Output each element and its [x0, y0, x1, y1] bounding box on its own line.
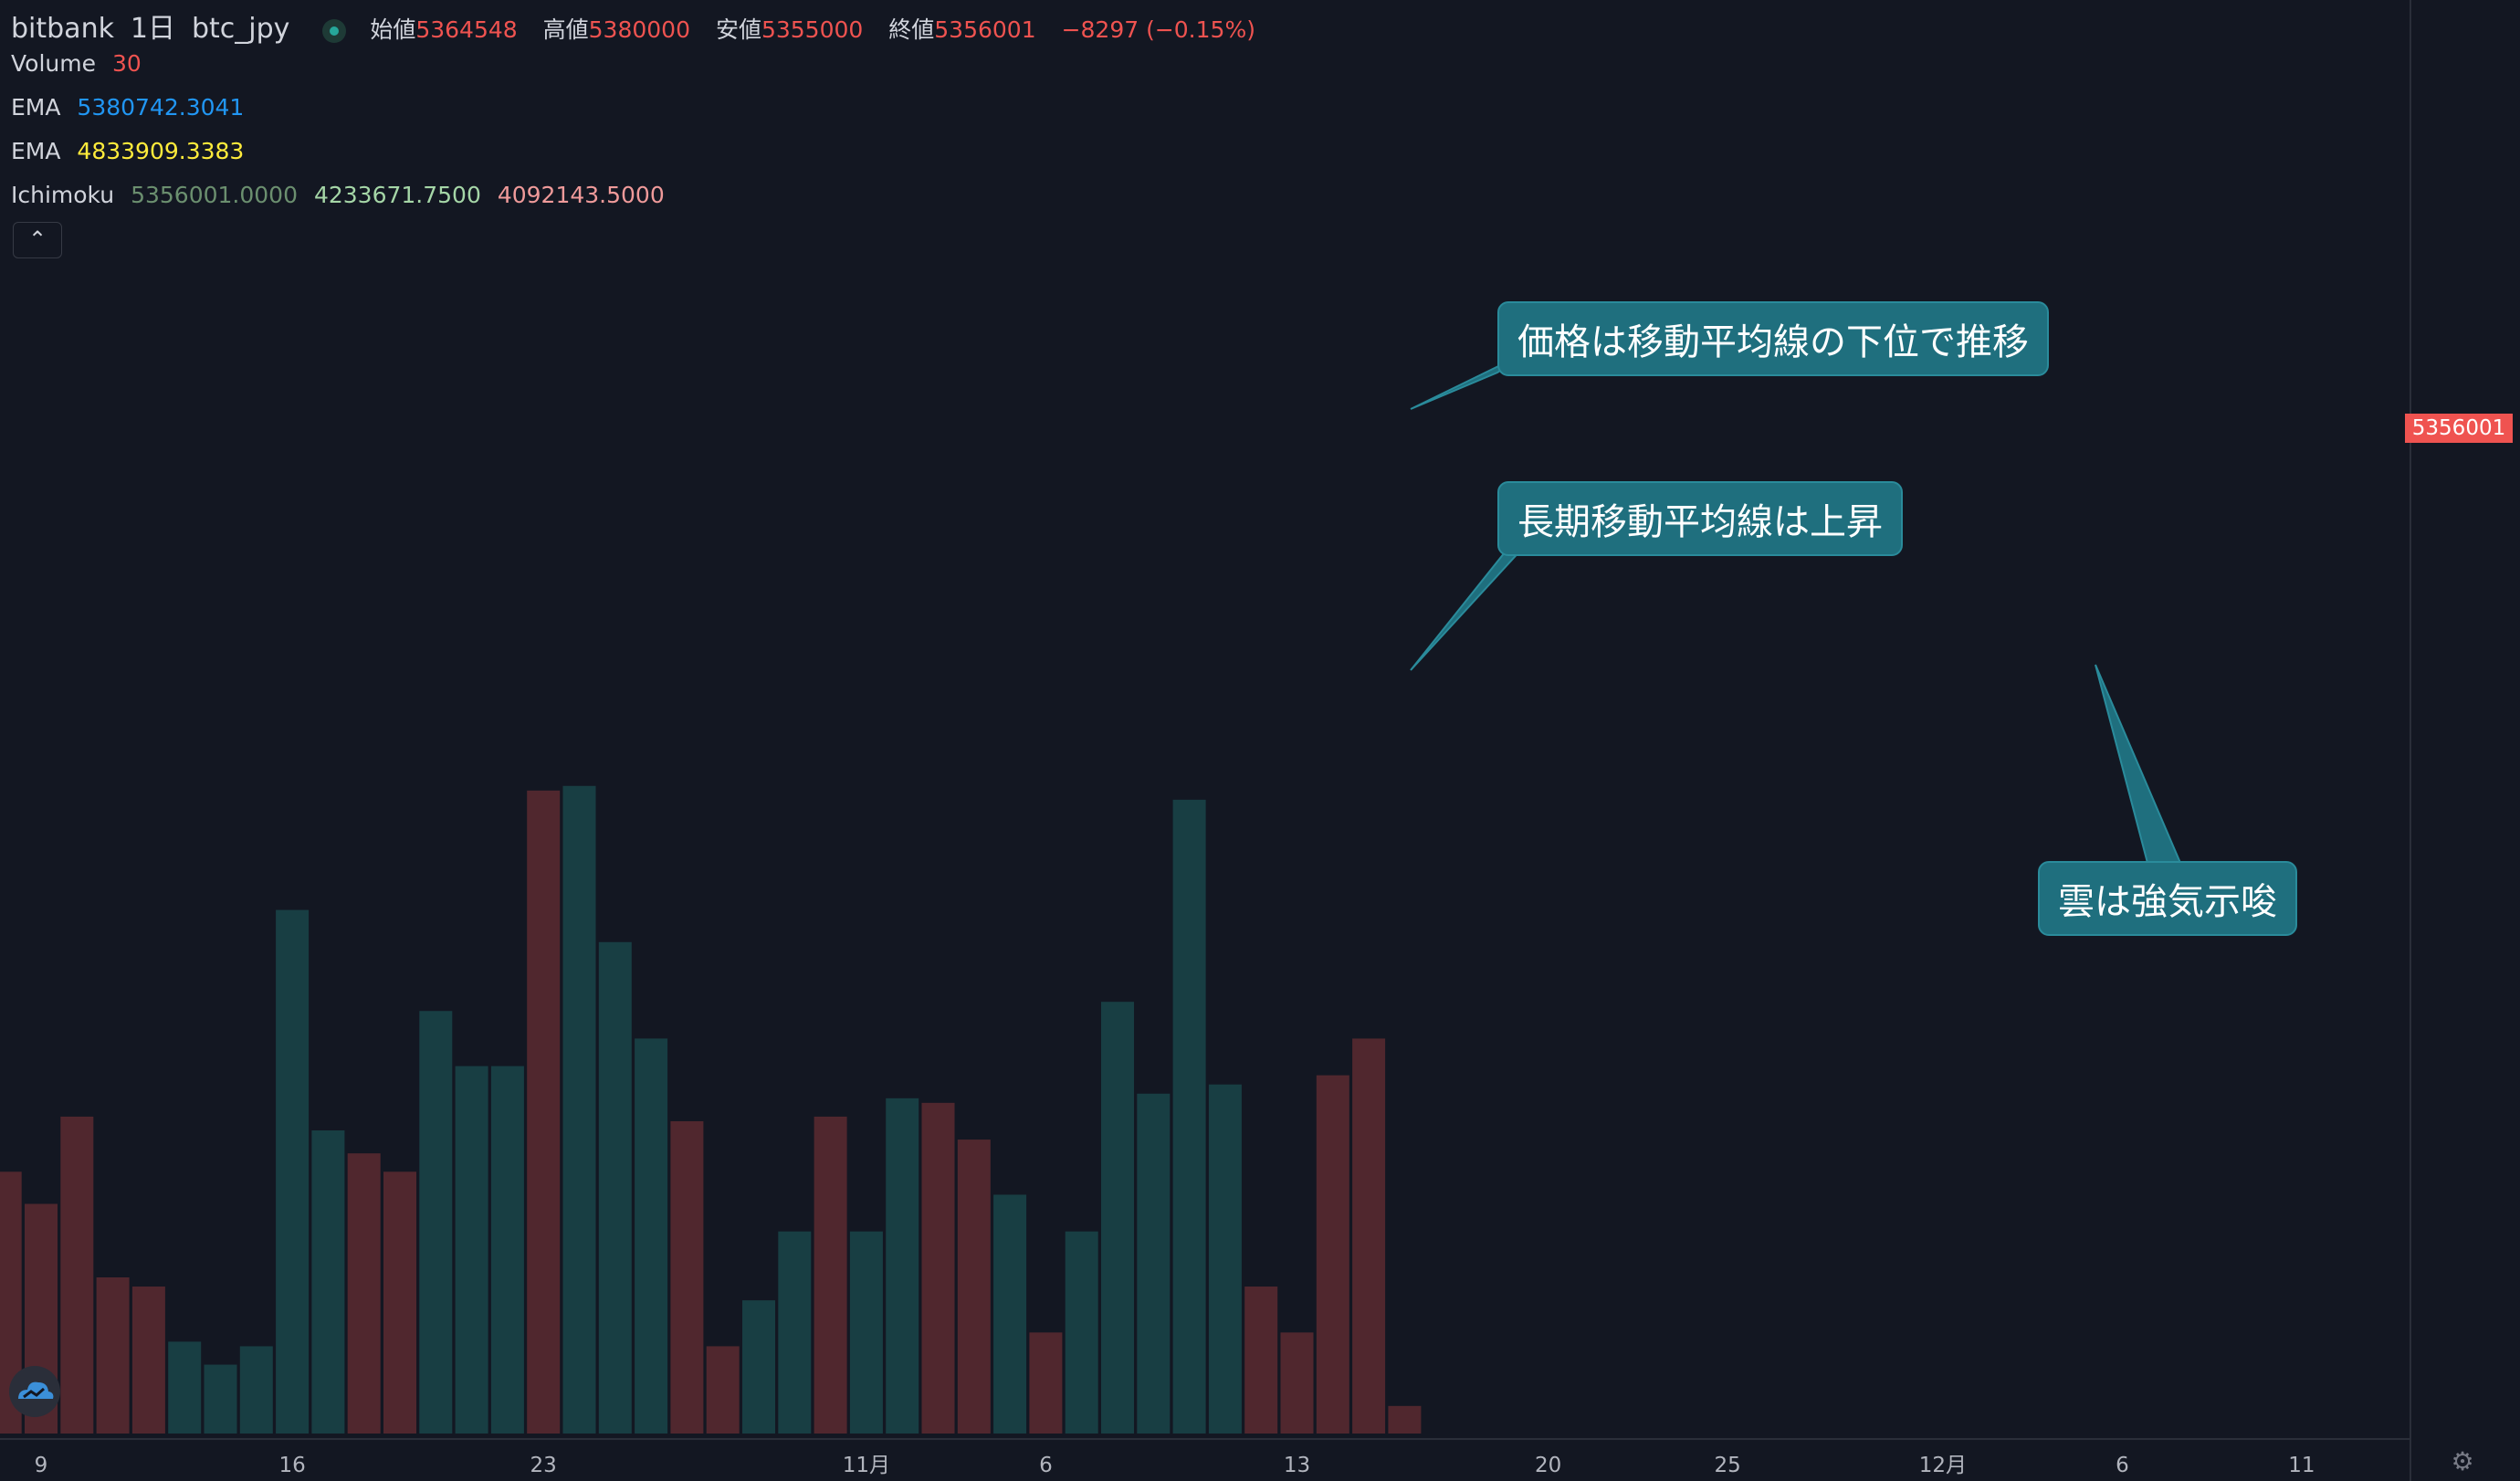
annotation-text: 価格は移動平均線の下位で推移 — [1517, 321, 2029, 363]
exchange-label: bitbank — [11, 13, 114, 45]
volume-bar — [886, 1098, 919, 1434]
volume-bar — [1137, 1093, 1171, 1434]
time-tick-label: 13 — [1284, 1454, 1310, 1477]
low-value: 5355000 — [761, 16, 864, 43]
ema-fast-legend[interactable]: EMA 5380742.3041 — [11, 94, 253, 121]
time-tick-label: 12月 — [1919, 1454, 1967, 1477]
annotation-text: 雲は強気示唆 — [2058, 881, 2277, 923]
volume-bar — [1101, 1002, 1134, 1434]
volume-bar — [742, 1300, 775, 1434]
volume-bar — [921, 1102, 955, 1434]
volume-bar — [1388, 1405, 1422, 1434]
volume-bar — [347, 1153, 381, 1434]
volume-bar — [635, 1038, 668, 1434]
volume-bar — [957, 1140, 991, 1434]
current-price-tag: 5356001 — [2405, 414, 2513, 443]
volume-legend[interactable]: Volume 30 — [11, 50, 151, 77]
close-value: 5356001 — [934, 16, 1036, 43]
current-price-label: 5356001 — [2411, 416, 2506, 440]
ichimoku-value-2: 4233671.7500 — [313, 182, 481, 208]
volume-bar — [1065, 1231, 1098, 1434]
volume-bar — [993, 1194, 1027, 1434]
symbol-legend: bitbank 1日 btc_jpy 始値5364548 高値5380000 安… — [11, 5, 1265, 46]
ema-slow-value: 4833909.3383 — [77, 138, 245, 164]
volume-bar — [60, 1116, 94, 1434]
open-label: 始値 — [370, 16, 416, 43]
volume-bar — [419, 1011, 453, 1434]
time-tick-label: 20 — [1535, 1454, 1561, 1477]
volume-bar — [1244, 1287, 1278, 1434]
ema-fast-label: EMA — [11, 94, 61, 121]
volume-bar — [276, 909, 310, 1434]
time-tick-label: 11月 — [843, 1454, 890, 1477]
volume-bar — [598, 941, 632, 1434]
ichimoku-legend[interactable]: Ichimoku 5356001.0000 4233671.7500 40921… — [11, 182, 674, 208]
ema-fast-value: 5380742.3041 — [77, 94, 245, 121]
volume-bar — [1352, 1038, 1386, 1434]
time-tick-label: 16 — [278, 1454, 305, 1477]
volume-bar — [1316, 1075, 1349, 1434]
change-value: −8297 (−0.15%) — [1061, 16, 1255, 43]
time-tick-label: 11 — [2288, 1454, 2315, 1477]
volume-label: Volume — [11, 50, 96, 77]
volume-bar — [1280, 1332, 1314, 1434]
chevron-up-icon: ⌃ — [27, 226, 47, 252]
market-status-icon — [322, 19, 347, 43]
volume-bar — [311, 1130, 345, 1434]
cloud-logo-icon[interactable] — [9, 1366, 60, 1417]
low-label: 安値 — [715, 16, 761, 43]
volume-bar — [168, 1341, 202, 1434]
time-tick-label: 25 — [1714, 1454, 1740, 1477]
collapse-legend-button[interactable]: ⌃ — [13, 222, 62, 258]
time-tick-label: 6 — [2116, 1454, 2129, 1477]
ema-slow-label: EMA — [11, 138, 61, 164]
symbol-label: btc_jpy — [191, 13, 290, 45]
time-tick-label: 23 — [530, 1454, 557, 1477]
volume-bar — [204, 1364, 237, 1434]
ichimoku-value-3: 4092143.5000 — [497, 182, 665, 208]
volume-bar — [96, 1276, 130, 1434]
interval-label: 1日 — [130, 13, 176, 45]
annotation-price-below-ma[interactable]: 価格は移動平均線の下位で推移 — [1497, 301, 2049, 376]
high-value: 5380000 — [588, 16, 690, 43]
annotation-text: 長期移動平均線は上昇 — [1517, 501, 1883, 543]
volume-bar — [490, 1066, 524, 1434]
volume-value: 30 — [111, 50, 142, 77]
high-label: 高値 — [542, 16, 589, 43]
volume-bar — [239, 1346, 273, 1434]
volume-bar — [849, 1231, 883, 1434]
volume-bar — [527, 790, 561, 1434]
ichimoku-label: Ichimoku — [11, 182, 115, 208]
volume-bar — [455, 1066, 488, 1434]
close-label: 終値 — [888, 16, 935, 43]
volume-bar — [1172, 799, 1206, 1434]
annotation-long-ma-rising[interactable]: 長期移動平均線は上昇 — [1497, 481, 1903, 556]
ema-slow-legend[interactable]: EMA 4833909.3383 — [11, 138, 253, 164]
time-tick-label: 9 — [35, 1454, 48, 1477]
volume-bar — [383, 1171, 416, 1434]
ichimoku-value-1: 5356001.0000 — [131, 182, 298, 208]
time-tick-label: 6 — [1039, 1454, 1053, 1477]
volume-bar — [814, 1116, 847, 1434]
volume-bar — [1208, 1084, 1242, 1434]
volume-bar — [562, 785, 596, 1434]
volume-bar — [0, 1171, 22, 1434]
annotation-cloud-bullish[interactable]: 雲は強気示唆 — [2038, 861, 2297, 936]
gear-icon[interactable]: ⚙ — [2451, 1446, 2474, 1476]
open-value: 5364548 — [415, 16, 518, 43]
volume-bar — [706, 1346, 740, 1434]
volume-bar — [131, 1287, 165, 1434]
volume-bar — [670, 1120, 704, 1434]
volume-bar — [1029, 1332, 1063, 1434]
volume-bar — [778, 1231, 812, 1434]
